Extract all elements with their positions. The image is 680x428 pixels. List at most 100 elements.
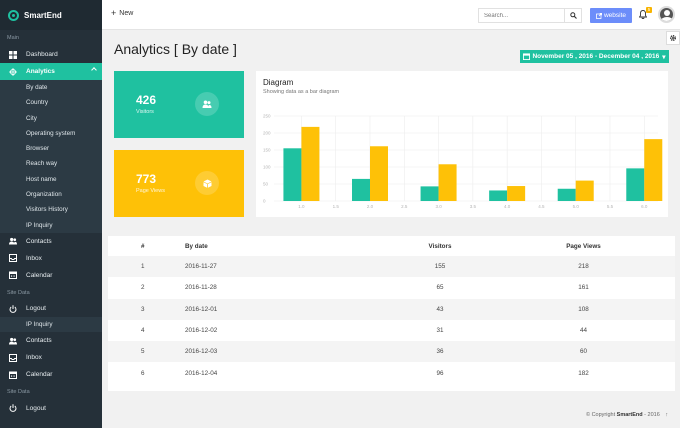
- sidebar-item-label: Logout: [26, 305, 46, 313]
- pageviews-label: Page Views: [136, 188, 165, 194]
- search-box: [478, 8, 582, 23]
- brand[interactable]: SmartEnd: [0, 0, 102, 30]
- date-range-picker[interactable]: November 05 , 2016 - December 04 , 2016 …: [520, 50, 669, 63]
- cell-date: 2016-12-02: [185, 327, 218, 335]
- sidebar-item-label: Logout: [26, 404, 46, 412]
- notifications-button[interactable]: [638, 10, 648, 21]
- submenu-item-browser[interactable]: Browser: [0, 141, 102, 157]
- inbox-icon: [9, 254, 17, 263]
- analytics-submenu: By date Country City Operating system Br…: [0, 80, 102, 233]
- chart-bar: [283, 148, 302, 201]
- search-input[interactable]: [479, 9, 565, 22]
- sidebar-item-label: Inbox: [26, 354, 42, 362]
- new-button[interactable]: + New: [111, 9, 134, 18]
- submenu-item-by-date[interactable]: By date: [0, 80, 102, 96]
- y-tick-label: 50: [263, 182, 269, 187]
- chart-bar: [420, 186, 439, 201]
- cell-page-views: 218: [515, 256, 675, 278]
- cell-page-views: 182: [578, 369, 589, 377]
- cell-date: 2016-11-27: [185, 256, 365, 278]
- y-tick-label: 250: [263, 114, 271, 119]
- submenu-item-organization[interactable]: Organization: [0, 187, 102, 203]
- table-header-row: # By date Visitors Page Views: [108, 236, 675, 256]
- cell-page-views: 44: [579, 327, 587, 335]
- sidebar-item-ip-inquiry[interactable]: IP Inquiry: [0, 316, 102, 333]
- chart-bar: [438, 164, 457, 201]
- cell-visitors: 65: [436, 284, 444, 292]
- submenu-item-country[interactable]: Country: [0, 95, 102, 111]
- data-table-card: # By date Visitors Page Views 1 2016-11-…: [108, 236, 675, 391]
- submenu-item-ip-inquiry[interactable]: IP Inquiry: [0, 217, 102, 233]
- avatar[interactable]: [658, 6, 675, 23]
- sidebar-item-dashboard[interactable]: Dashboard: [0, 46, 102, 63]
- sidebar-item-logout-2[interactable]: Logout: [0, 400, 102, 416]
- chart-bar: [557, 188, 576, 201]
- new-button-label: New: [119, 10, 134, 17]
- sidebar-item-contacts-2[interactable]: Contacts: [0, 332, 102, 349]
- submenu-item-visitors-history[interactable]: Visitors History: [0, 202, 102, 218]
- submenu-item-host-name[interactable]: Host name: [0, 171, 102, 188]
- users-icon: [195, 92, 219, 116]
- sidebar-item-label: Inbox: [26, 254, 42, 262]
- date-range-label: November 05 , 2016 - December 04 , 2016: [532, 53, 660, 60]
- by-date-table: # By date Visitors Page Views 1 2016-11-…: [108, 236, 675, 384]
- sidebar-item-contacts[interactable]: Contacts: [0, 233, 102, 250]
- x-tick-label: 6.0: [641, 204, 648, 209]
- y-tick-label: 150: [263, 148, 271, 153]
- x-tick-label: 1.5: [333, 204, 340, 209]
- sidebar-item-inbox[interactable]: Inbox: [0, 250, 102, 267]
- section-label-site-data-2: Site Data: [7, 389, 30, 396]
- sidebar-item-inbox-2[interactable]: Inbox: [0, 349, 102, 366]
- external-link-icon: [596, 12, 602, 19]
- footer: © Copyright SmartEnd - 2016 ↑: [586, 412, 668, 418]
- settings-button[interactable]: [666, 31, 680, 45]
- x-tick-label: 3.0: [435, 204, 442, 209]
- sidebar-item-calendar-2[interactable]: Calendar: [0, 366, 102, 383]
- chevron-down-icon: ▾: [662, 53, 666, 61]
- chart-bar: [370, 146, 388, 201]
- sidebar-item-label: Analytics: [26, 68, 55, 75]
- chart-bar: [507, 186, 526, 201]
- chart-bar: [301, 126, 320, 201]
- cell-index: 1: [108, 256, 185, 278]
- search-button[interactable]: [564, 9, 581, 22]
- y-tick-label: 0: [263, 199, 266, 204]
- dashboard-icon: [9, 50, 17, 59]
- table-row: 4 2016-12-02 31 44: [108, 320, 675, 341]
- x-tick-label: 1.0: [298, 204, 305, 209]
- bell-icon: [638, 10, 648, 20]
- sidebar-item-analytics[interactable]: Analytics: [0, 63, 102, 80]
- scroll-top-icon[interactable]: ↑: [665, 412, 669, 418]
- submenu-item-city[interactable]: City: [0, 110, 102, 126]
- cell-date: 2016-11-28: [185, 284, 217, 292]
- y-tick-label: 200: [263, 131, 271, 136]
- sidebar-item-calendar[interactable]: Calendar: [0, 267, 102, 284]
- calendar-icon: [9, 271, 17, 280]
- page-title: Analytics [ By date ]: [114, 41, 237, 57]
- sidebar-item-logout[interactable]: Logout: [0, 301, 102, 317]
- column-header-visitors: Visitors: [428, 242, 452, 250]
- submenu-item-reach-way[interactable]: Reach way: [0, 156, 102, 172]
- sidebar-item-label: Contacts: [26, 337, 52, 345]
- table-row: 5 2016-12-03 36 60: [108, 341, 675, 363]
- x-tick-label: 5.0: [573, 204, 580, 209]
- cell-page-views: 60: [515, 341, 675, 363]
- chevron-up-icon: [91, 67, 97, 73]
- calendar-icon: [9, 371, 17, 379]
- footer-suffix: - 2016: [644, 412, 660, 418]
- chart-bar: [489, 190, 508, 201]
- cell-index: 2: [141, 284, 145, 292]
- column-header-page-views: Page Views: [566, 242, 601, 250]
- section-label-main: Main: [7, 35, 19, 41]
- chart-title: Diagram: [263, 78, 294, 87]
- notification-badge: 5: [646, 7, 652, 13]
- cell-page-views: 108: [515, 298, 675, 320]
- logo-icon: [8, 9, 19, 21]
- table-row: 2 2016-11-28 65 161: [108, 277, 675, 298]
- website-button[interactable]: website: [590, 8, 632, 23]
- submenu-item-operating-system[interactable]: Operating system: [0, 125, 102, 142]
- x-tick-label: 5.5: [607, 204, 614, 209]
- brand-name: SmartEnd: [24, 10, 62, 20]
- x-tick-label: 4.0: [504, 204, 511, 209]
- cell-visitors: 96: [436, 369, 444, 377]
